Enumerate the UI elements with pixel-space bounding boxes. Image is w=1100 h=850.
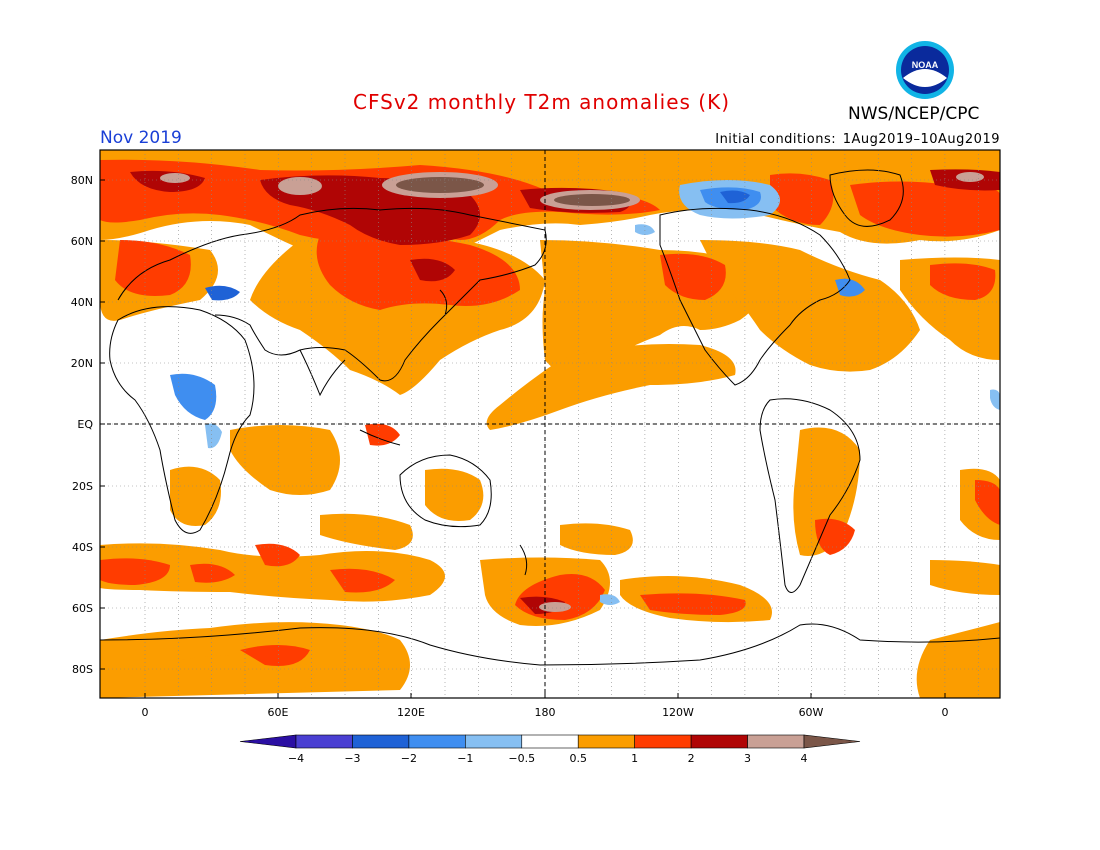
coastlines — [100, 169, 1000, 666]
colorbar-ticks: −4 −3 −2 −1 −0.5 0.5 1 2 3 4 — [288, 752, 808, 765]
grid-lines — [100, 150, 1000, 698]
lon-label: 180 — [535, 706, 556, 719]
greenland-outline — [829, 169, 904, 227]
ic-value: 1Aug2019–10Aug2019 — [842, 132, 1000, 147]
colorbar-tick-label: 1 — [631, 752, 638, 765]
lat-label: 40S — [72, 541, 93, 554]
colorbar-segment — [577, 734, 635, 749]
north-america-outline — [659, 207, 851, 386]
colorbar-segment — [295, 734, 353, 749]
japan-outline — [439, 289, 448, 316]
lat-label: 20S — [72, 480, 93, 493]
colorbar-tick-label: 0.5 — [569, 752, 587, 765]
lat-label: 60N — [71, 235, 93, 248]
colorbar-tick-label: −1 — [457, 752, 473, 765]
colorbar — [239, 734, 861, 749]
lon-label: 60W — [799, 706, 824, 719]
lon-label: 0 — [942, 706, 949, 719]
ic-label: Initial conditions: — [715, 132, 837, 147]
colorbar-segment — [408, 734, 466, 749]
lat-label: EQ — [77, 418, 93, 431]
lon-label: 60E — [268, 706, 289, 719]
lat-label: 80S — [72, 663, 93, 676]
colorbar-tick-label: 2 — [688, 752, 695, 765]
map-title: CFSv2 monthly T2m anomalies (K) — [353, 90, 730, 114]
africa-outline — [109, 306, 255, 534]
lat-label: 60S — [72, 602, 93, 615]
initial-conditions: Initial conditions: 1Aug2019–10Aug2019 — [713, 132, 1000, 147]
colorbar-tick-label: 3 — [744, 752, 751, 765]
colorbar-segment — [690, 734, 748, 749]
south-america-outline — [759, 398, 861, 593]
colorbar-low-arrow — [239, 734, 297, 749]
lat-label: 20N — [71, 357, 93, 370]
colorbar-tick-label: −4 — [288, 752, 304, 765]
noaa-logo: NOAA — [896, 41, 954, 99]
antarctica-outline — [100, 623, 1000, 666]
india-outline — [299, 349, 346, 397]
lon-label: 0 — [142, 706, 149, 719]
colorbar-segment — [634, 734, 692, 749]
colorbar-tick-label: 4 — [801, 752, 808, 765]
longitude-labels: 0 60E 120E 180 120W 60W 0 — [142, 693, 949, 719]
cold-anomalies — [170, 180, 1000, 605]
lat-label: 80N — [71, 174, 93, 187]
anomaly-3-plus — [160, 172, 984, 612]
australia-outline — [399, 454, 492, 528]
colorbar-segment — [352, 734, 410, 749]
colorbar-high-arrow — [803, 734, 861, 749]
agency-label: NWS/NCEP/CPC — [848, 104, 980, 124]
logo-text: NOAA — [912, 60, 939, 70]
lon-label: 120W — [662, 706, 694, 719]
colorbar-segment — [465, 734, 523, 749]
colorbar-segment — [521, 734, 579, 749]
anomaly-fields — [100, 150, 1000, 698]
colorbar-tick-label: −2 — [401, 752, 417, 765]
latitude-labels: 80N 60N 40N 20N EQ 20S 40S 60S 80S — [71, 174, 105, 676]
new-zealand-outline — [519, 544, 528, 576]
forecast-month: Nov 2019 — [100, 128, 182, 148]
colorbar-tick-label: −0.5 — [508, 752, 535, 765]
indonesia-outline — [359, 429, 401, 446]
colorbar-segment — [747, 734, 805, 749]
lat-label: 40N — [71, 296, 93, 309]
lon-label: 120E — [397, 706, 425, 719]
colorbar-tick-label: −3 — [344, 752, 360, 765]
